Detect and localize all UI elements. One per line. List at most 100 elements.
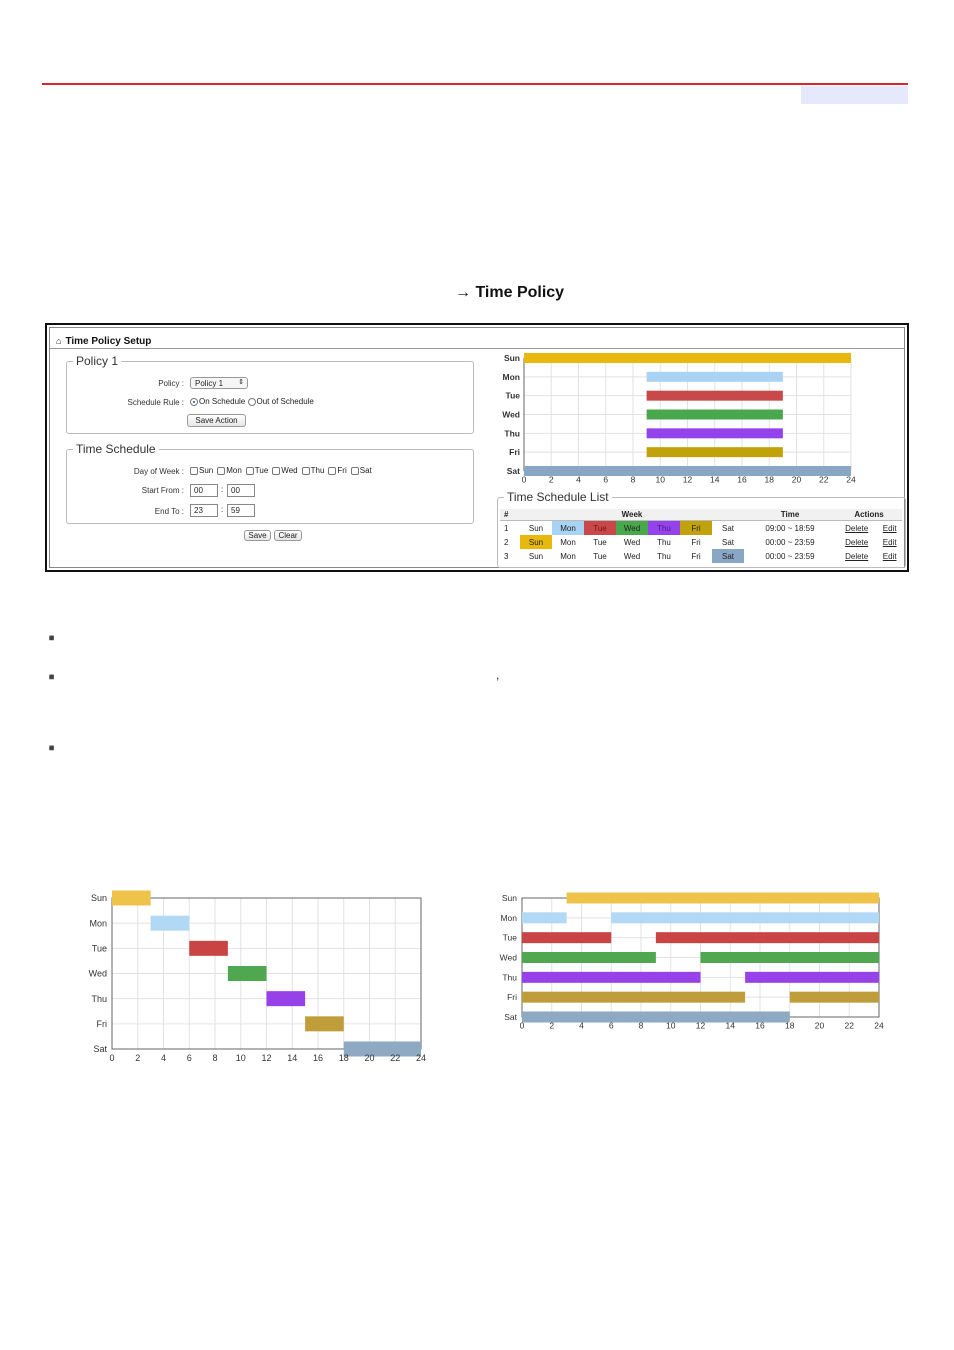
radio-unchecked-icon [247, 397, 256, 406]
week-day-cell: Fri [691, 537, 701, 547]
bar-thu [646, 428, 783, 439]
week-day-cell: Wed [616, 520, 648, 535]
week-day-cell: Thu [657, 537, 671, 547]
x-tick-label: 24 [416, 1053, 426, 1063]
bullet-square-icon: ◾ [46, 672, 58, 682]
rule-off-radio[interactable]: Out of Schedule [247, 397, 314, 406]
time-cell: 00:00 ~ 23:59 [765, 537, 815, 547]
x-tick-label: 2 [549, 1021, 554, 1031]
x-tick-label: 4 [579, 1021, 584, 1031]
home-icon[interactable]: ⌂ [56, 336, 62, 346]
week-day-cell: Sat [721, 523, 734, 533]
week-day-cell: Tue [593, 551, 607, 561]
y-tick-label: Fri [507, 992, 517, 1002]
stray-comma: , [496, 668, 500, 682]
delete-link[interactable]: Delete [845, 537, 869, 547]
day-checkbox-label: Sat [359, 466, 372, 475]
table-row: 3 Sun Mon Tue Wed Thu Fri Sat 00:00 ~ 23:59 Delet… [500, 549, 902, 563]
plot-frame [111, 897, 422, 1050]
bar-mon [611, 912, 879, 924]
x-tick-label: 22 [390, 1053, 400, 1063]
checkbox-icon [217, 466, 226, 475]
section-heading: → Time Policy [455, 284, 565, 301]
day-checkbox-sun[interactable]: Sun [190, 466, 213, 475]
week-day-cell: Tue [584, 520, 616, 535]
y-tick-label: Sat [507, 466, 520, 476]
edit-link[interactable]: Edit [882, 537, 897, 547]
save-button[interactable]: Save [244, 530, 271, 541]
x-tick-label: 14 [726, 1021, 736, 1031]
delete-link[interactable]: Delete [845, 551, 869, 561]
week-day-cell: Sun [520, 535, 552, 549]
day-checkbox-tue[interactable]: Tue [245, 466, 269, 475]
end-colon: : [221, 505, 224, 514]
y-tick-label: Tue [506, 391, 521, 401]
day-checkbox-label: Sun [199, 466, 214, 475]
policy-select[interactable]: Policy 1 ⇕ [190, 377, 248, 389]
week-day-cell: Wed [623, 551, 641, 561]
x-tick-label: 8 [212, 1053, 217, 1063]
x-tick-label: 0 [109, 1053, 114, 1063]
bar-sat [522, 1011, 790, 1023]
start-minute-input[interactable]: 00 [227, 484, 255, 497]
week-day-cell: Wed [623, 537, 641, 547]
save-action-button[interactable]: Save Action [187, 414, 246, 427]
bar-mon [646, 371, 783, 382]
x-tick-label: 6 [187, 1053, 192, 1063]
end-minute-input[interactable]: 59 [227, 504, 255, 517]
col-actions: Actions [836, 509, 902, 521]
bar-thu [522, 971, 701, 983]
week-day-cell: Thu [648, 520, 680, 535]
day-checkbox-label: Wed [281, 466, 298, 475]
edit-link[interactable]: Edit [882, 523, 897, 533]
header-rule [42, 83, 908, 85]
y-tick-label: Sat [93, 1044, 107, 1054]
schedule-list-legend: Time Schedule List [507, 490, 609, 504]
day-checkbox-mon[interactable]: Mon [217, 466, 242, 475]
day-checkbox-sat[interactable]: Sat [350, 466, 372, 475]
bar-mon [150, 915, 190, 931]
select-arrows-icon: ⇕ [238, 379, 244, 386]
x-tick-label: 20 [792, 475, 802, 485]
x-tick-label: 12 [683, 475, 693, 485]
bar-fri [789, 991, 879, 1003]
week-day-cell: Mon [552, 520, 584, 535]
week-day-cell: Fri [680, 520, 712, 535]
clear-button[interactable]: Clear [274, 530, 302, 541]
delete-link[interactable]: Delete [845, 523, 869, 533]
bar-thu [745, 971, 879, 983]
x-tick-label: 18 [785, 1021, 795, 1031]
day-checkbox-wed[interactable]: Wed [272, 466, 298, 475]
end-hour-input[interactable]: 23 [190, 504, 218, 517]
x-tick-label: 4 [576, 475, 581, 485]
time-cell: 09:00 ~ 18:59 [765, 523, 815, 533]
bullet-2: ◾ [46, 672, 57, 683]
week-day-cell: Sun [528, 551, 544, 561]
time-policy-panel: ⌂ Time Policy Setup Policy 1 Policy : Pol… [45, 323, 909, 572]
x-tick-label: 16 [313, 1053, 323, 1063]
day-checkbox-label: Tue [254, 466, 269, 475]
y-tick-label: Sun [504, 353, 520, 363]
checkbox-icon [350, 466, 359, 475]
start-hour-input[interactable]: 00 [190, 484, 218, 497]
x-tick-label: 20 [815, 1021, 825, 1031]
checkbox-icon [245, 466, 254, 475]
start-from-label: Start From : [141, 486, 184, 495]
x-tick-label: 0 [520, 1021, 525, 1031]
bar-tue [522, 932, 612, 944]
day-checkboxes: Sun Mon Tue Wed Thu Fri Sat [190, 466, 376, 475]
day-checkbox-fri[interactable]: Fri [328, 466, 347, 475]
day-checkbox-thu[interactable]: Thu [301, 466, 324, 475]
day-of-week-label: Day of Week : [133, 467, 184, 476]
y-tick-label: Tue [503, 933, 518, 943]
x-tick-label: 16 [755, 1021, 765, 1031]
y-tick-label: Sat [504, 1012, 517, 1022]
panel-title: ⌂ Time Policy Setup [56, 336, 152, 347]
x-tick-label: 10 [666, 1021, 676, 1031]
edit-link[interactable]: Edit [882, 551, 897, 561]
bar-tue [655, 932, 879, 944]
x-tick-label: 22 [845, 1021, 855, 1031]
rule-on-radio[interactable]: On Schedule [190, 397, 245, 406]
bullet-square-icon: ◾ [46, 743, 58, 753]
y-tick-label: Thu [504, 428, 520, 438]
